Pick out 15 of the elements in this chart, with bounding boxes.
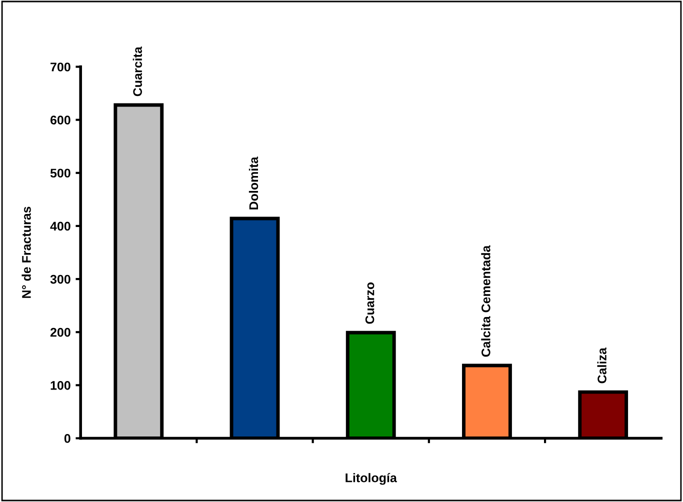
- x-tick-label: Calcita Cementada: [481, 245, 490, 357]
- x-tick-label: Cuarcita: [132, 46, 142, 96]
- x-tick-label: Caliza: [597, 348, 606, 384]
- y-tick-label: 400: [50, 222, 70, 231]
- y-tick-label: 100: [50, 380, 70, 390]
- y-tick-label: 600: [50, 116, 70, 124]
- y-tick-label: 0: [64, 434, 70, 443]
- y-tick-label: 200: [50, 328, 70, 337]
- x-tick-label: Dolomita: [248, 156, 258, 210]
- y-tick-label: 500: [50, 168, 70, 178]
- y-axis-title: N° de Fracturas: [22, 206, 31, 298]
- x-axis-title: Litología: [346, 472, 397, 485]
- y-tick-label: 300: [50, 274, 70, 284]
- x-tick-label: Cuarzo: [365, 282, 374, 324]
- y-tick-label: 700: [50, 62, 70, 72]
